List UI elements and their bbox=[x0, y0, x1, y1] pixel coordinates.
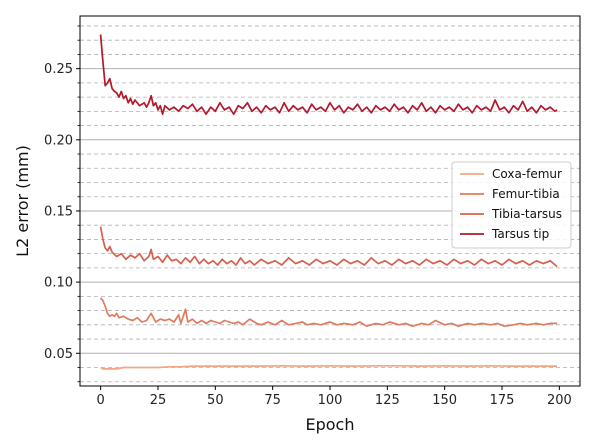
legend-box bbox=[451, 161, 572, 249]
y-tick-label: 0.10 bbox=[44, 276, 73, 291]
y-tick-label: 0.15 bbox=[44, 204, 73, 219]
x-tick-label: 175 bbox=[490, 393, 515, 408]
y-tick-label: 0.05 bbox=[44, 347, 73, 362]
x-tick-label: 50 bbox=[207, 393, 224, 408]
series-line-tarsus-tip bbox=[99, 34, 558, 116]
x-tick-label: 100 bbox=[318, 393, 343, 408]
x-tick-label: 150 bbox=[432, 393, 457, 408]
series-lines bbox=[99, 34, 558, 370]
y-tick-label: 0.20 bbox=[44, 133, 73, 148]
series-line-tibia-tarsus bbox=[99, 226, 558, 268]
legend-label: Tarsus tip bbox=[491, 227, 549, 241]
x-tick-label: 125 bbox=[375, 393, 400, 408]
y-axis-title: L2 error (mm) bbox=[13, 145, 32, 257]
series-line-coxa-femur bbox=[100, 364, 558, 370]
legend-label: Femur-tibia bbox=[492, 187, 560, 201]
y-tick-label: 0.25 bbox=[44, 62, 73, 77]
x-tick-label: 25 bbox=[150, 393, 167, 408]
x-tick-label: 200 bbox=[547, 393, 572, 408]
x-tick-label: 0 bbox=[97, 393, 105, 408]
legend-label: Tibia-tarsus bbox=[491, 207, 562, 221]
series-line-femur-tibia bbox=[99, 297, 558, 328]
axes: 0.05 0.10 0.15 0.20 0.25 0 25 50 75 100 125 150 175 2… bbox=[44, 25, 572, 408]
legend: Coxa-femur Femur-tibia Tibia-tarsus Tarsus … bbox=[451, 161, 572, 249]
x-axis-title: Epoch bbox=[306, 415, 355, 434]
x-tick-label: 75 bbox=[264, 393, 281, 408]
legend-label: Coxa-femur bbox=[492, 167, 562, 181]
